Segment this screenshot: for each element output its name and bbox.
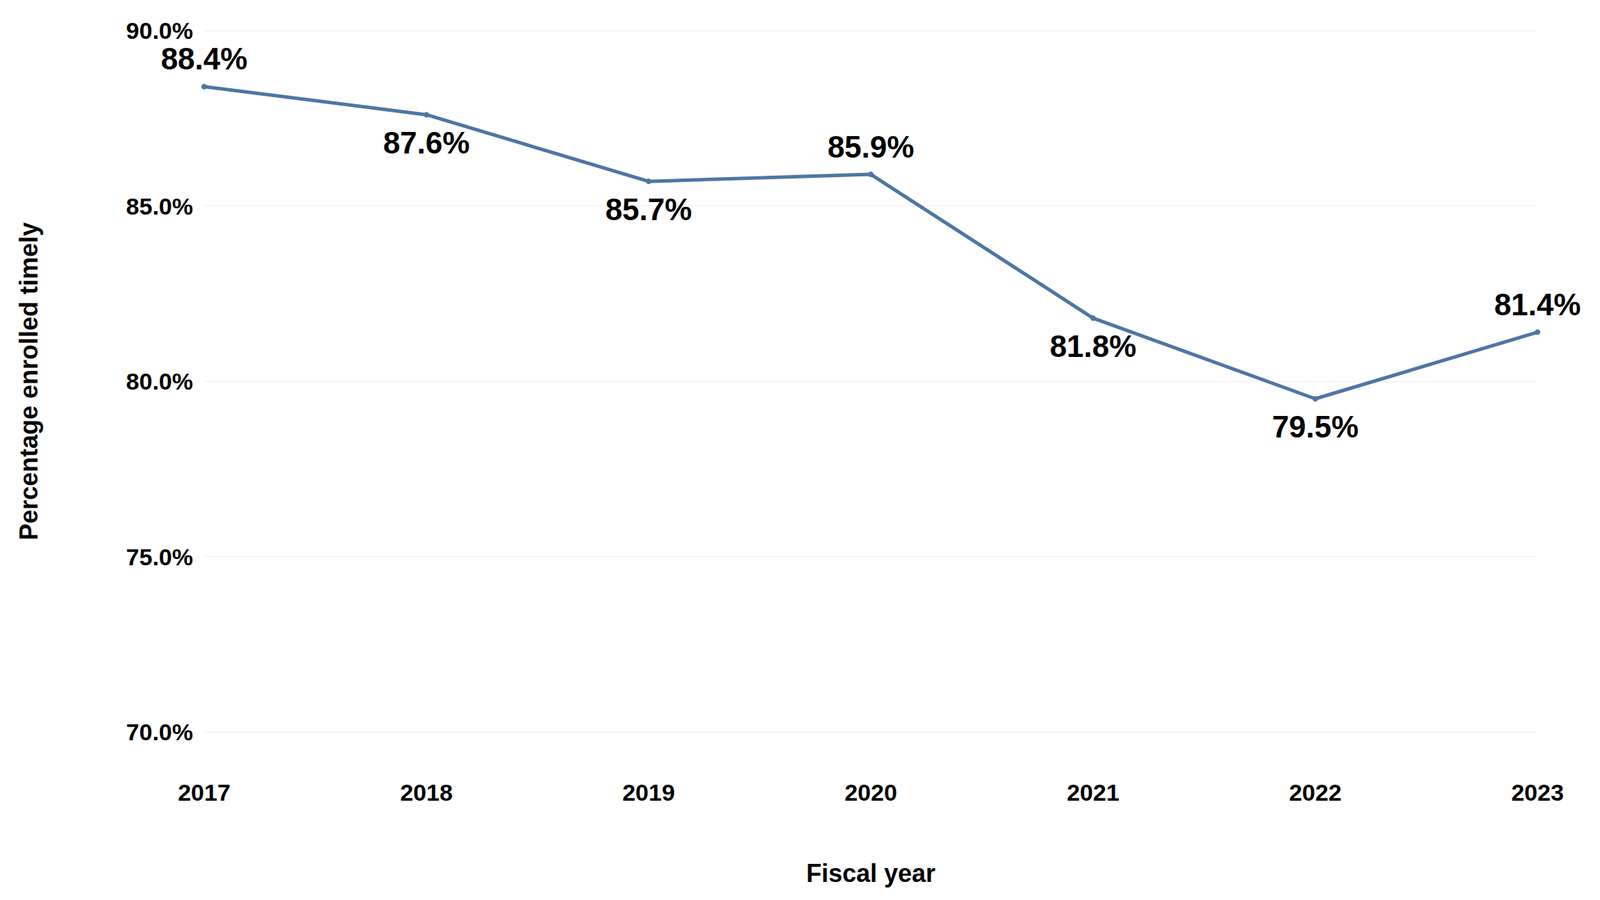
svg-text:81.8%: 81.8% xyxy=(1050,329,1137,364)
svg-text:79.5%: 79.5% xyxy=(1272,409,1360,444)
svg-text:87.6%: 87.6% xyxy=(383,125,471,160)
svg-text:2017: 2017 xyxy=(177,779,231,806)
svg-text:81.4%: 81.4% xyxy=(1494,287,1582,322)
svg-text:85.0%: 85.0% xyxy=(126,193,194,220)
svg-text:Percentage enrolled timely: Percentage enrolled timely xyxy=(14,222,44,541)
svg-text:85.7%: 85.7% xyxy=(605,192,693,227)
svg-text:85.9%: 85.9% xyxy=(827,129,915,164)
svg-text:Fiscal year: Fiscal year xyxy=(806,859,936,888)
svg-text:80.0%: 80.0% xyxy=(126,368,194,395)
svg-text:2022: 2022 xyxy=(1288,779,1342,806)
svg-text:2019: 2019 xyxy=(622,779,675,806)
svg-text:2023: 2023 xyxy=(1511,779,1564,806)
svg-text:75.0%: 75.0% xyxy=(126,543,194,571)
svg-text:88.4%: 88.4% xyxy=(161,41,248,76)
svg-text:2020: 2020 xyxy=(844,779,898,806)
svg-text:2021: 2021 xyxy=(1066,779,1120,806)
svg-text:70.0%: 70.0% xyxy=(126,718,194,746)
svg-text:2018: 2018 xyxy=(400,779,453,806)
svg-text:90.0%: 90.0% xyxy=(126,17,194,44)
